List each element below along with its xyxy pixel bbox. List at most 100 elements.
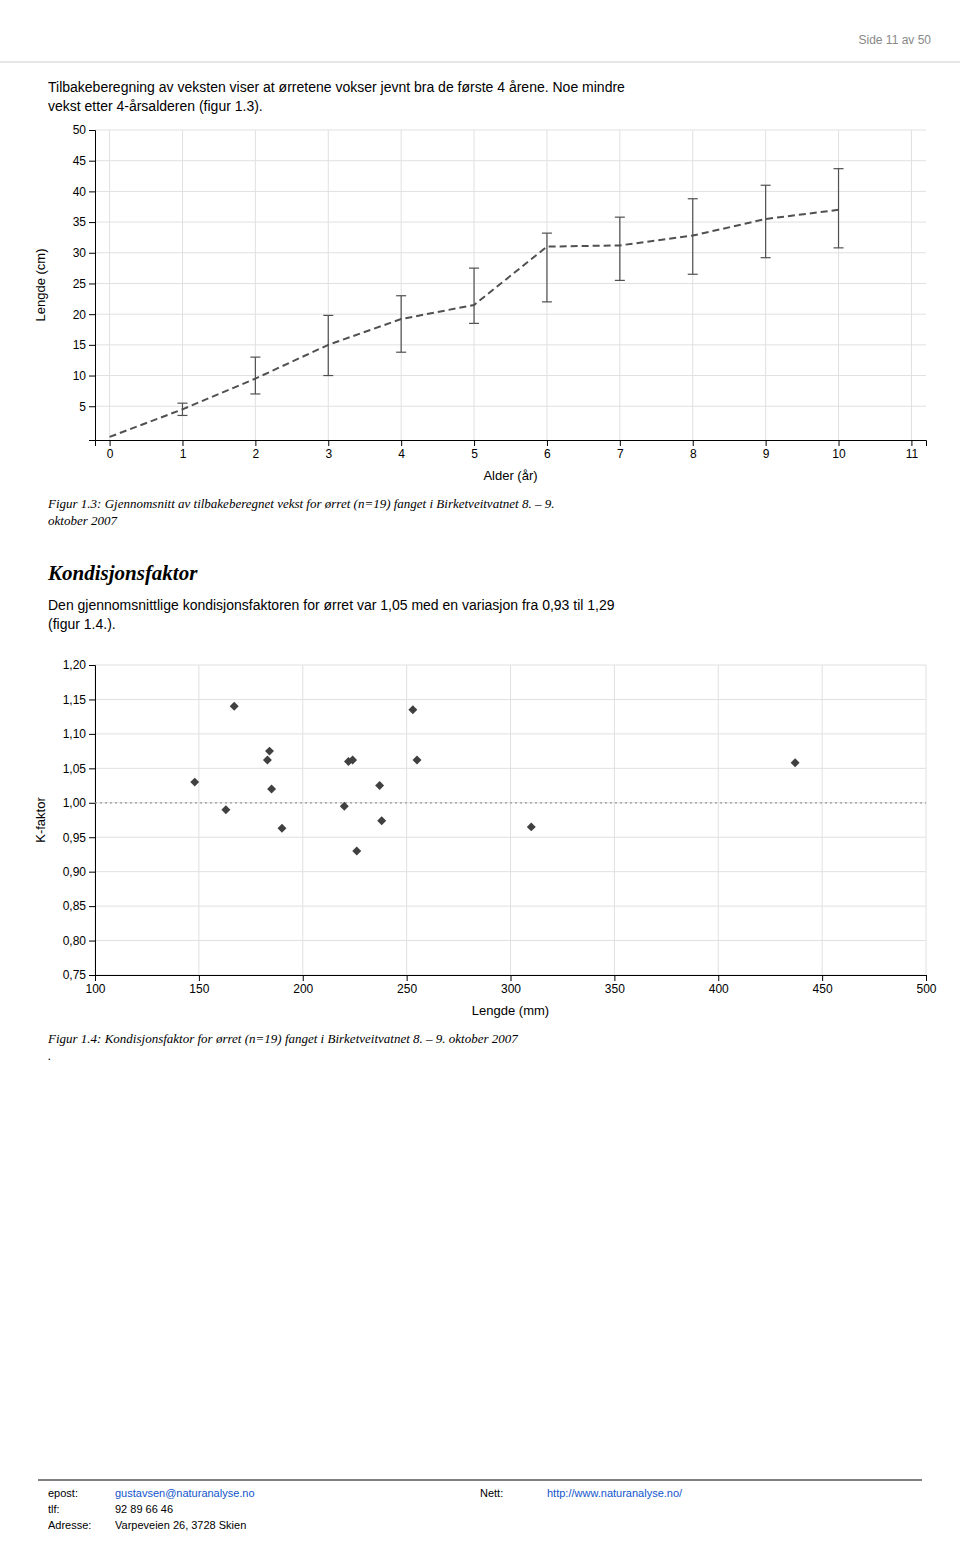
grid-line-y (95, 160, 926, 161)
grid-line-x (406, 665, 407, 975)
intro-text: vekst etter 4-årsalderen (figur 1.3). (48, 98, 263, 114)
axis-line (89, 131, 96, 441)
tick: 5 (79, 400, 95, 414)
tick-label: 0 (107, 447, 114, 461)
tick: 25 (73, 277, 95, 291)
error-bar-cap (469, 268, 479, 269)
grid (95, 130, 926, 440)
plot-area (110, 169, 844, 437)
error-bar (250, 357, 260, 394)
tick: 0,75 (63, 968, 95, 982)
tick-label: 0,75 (63, 968, 87, 982)
caption: Figur 1.3: Gjennomsnitt av tilbakeberegn… (47, 496, 554, 511)
tick: 1,00 (63, 796, 95, 810)
error-bar (542, 233, 552, 302)
error-bar (761, 185, 771, 257)
tick: 150 (189, 975, 209, 996)
tick-label: 5 (79, 400, 86, 414)
tick-mark (89, 906, 95, 907)
tick: 1,15 (63, 693, 95, 707)
tick-label: 25 (73, 277, 87, 291)
error-bar-cap (615, 280, 625, 281)
tick-label: 250 (397, 982, 417, 996)
tick-mark (199, 975, 200, 981)
tick: 9 (763, 440, 770, 461)
footer-label: Adresse: (48, 1519, 91, 1531)
tick: 300 (501, 975, 521, 996)
tick-label: 35 (73, 215, 87, 229)
grid-line-y (95, 252, 926, 253)
point (340, 802, 349, 811)
grid-line-x (510, 665, 511, 975)
tick-mark (89, 803, 95, 804)
tick-label: 0,80 (63, 934, 87, 948)
error-bar (323, 315, 333, 375)
tick-mark (89, 975, 95, 976)
tick-label: 1,15 (63, 693, 87, 707)
point (265, 747, 274, 756)
tick-label: 20 (73, 307, 87, 321)
tick-label: 3 (325, 447, 332, 461)
page: Side 11 av 50Tilbakeberegning av veksten… (0, 0, 960, 1561)
error-bar-stem (765, 185, 766, 257)
tick-label: 1,05 (63, 762, 87, 776)
tick: 10 (73, 369, 95, 383)
tick: 500 (916, 975, 936, 996)
footer-label: tlf: (48, 1503, 60, 1515)
error-bar (615, 217, 625, 280)
grid-line-x (109, 130, 110, 440)
page-header: Side 11 av 50 (859, 33, 932, 47)
grid-line-x (328, 130, 329, 440)
footer-label: Nett: (480, 1487, 503, 1499)
grid-line-x (198, 665, 199, 975)
footer-value: http://www.naturanalyse.no/ (547, 1487, 683, 1499)
tick-label: 1,00 (63, 796, 87, 810)
error-bar-stem (692, 199, 693, 275)
error-bar-stem (255, 357, 256, 394)
error-bar-cap (542, 233, 552, 234)
error-bar (688, 199, 698, 275)
tick-mark (89, 406, 95, 407)
tick-label: 9 (763, 447, 770, 461)
tick: 450 (813, 975, 833, 996)
tick-mark (693, 440, 694, 446)
grid-line-y (95, 940, 926, 941)
tick: 50 (73, 123, 95, 137)
tick: 6 (544, 440, 551, 461)
error-bar-cap (469, 323, 479, 324)
tick: 0,90 (63, 865, 95, 879)
tick-mark (89, 734, 95, 735)
grid-line-x (911, 130, 912, 440)
tick-label: 11 (906, 447, 919, 461)
error-bar-stem (838, 169, 839, 248)
tick-label: 45 (73, 154, 87, 168)
point (377, 816, 386, 825)
grid-line-y (95, 733, 926, 734)
error-bar-cap (834, 247, 844, 248)
tick-mark (89, 837, 95, 838)
tick-label: 500 (916, 982, 936, 996)
tick-mark (89, 345, 95, 346)
grid (95, 665, 926, 975)
tick-label: 8 (690, 447, 697, 461)
tick-label: 0,95 (63, 831, 87, 845)
point (352, 847, 361, 856)
error-bar-cap (761, 257, 771, 258)
error-bar-cap (688, 198, 698, 199)
grid-line-y (95, 375, 926, 376)
tick: 400 (709, 975, 729, 996)
tick: 8 (690, 440, 697, 461)
grid-line-y (95, 314, 926, 315)
tick-label: 5 (471, 447, 478, 461)
footer-label: epost: (48, 1487, 78, 1499)
tick-label: 15 (73, 338, 87, 352)
grid-line-y (95, 283, 926, 284)
tick-mark (407, 975, 408, 981)
tick-label: 0,85 (63, 899, 87, 913)
footer-value: Varpeveien 26, 3728 Skien (115, 1519, 246, 1531)
grid-line-x (765, 130, 766, 440)
tick-label: 10 (832, 447, 846, 461)
tick: 0,80 (63, 934, 95, 948)
tick: 3 (325, 440, 332, 461)
point (190, 778, 199, 787)
